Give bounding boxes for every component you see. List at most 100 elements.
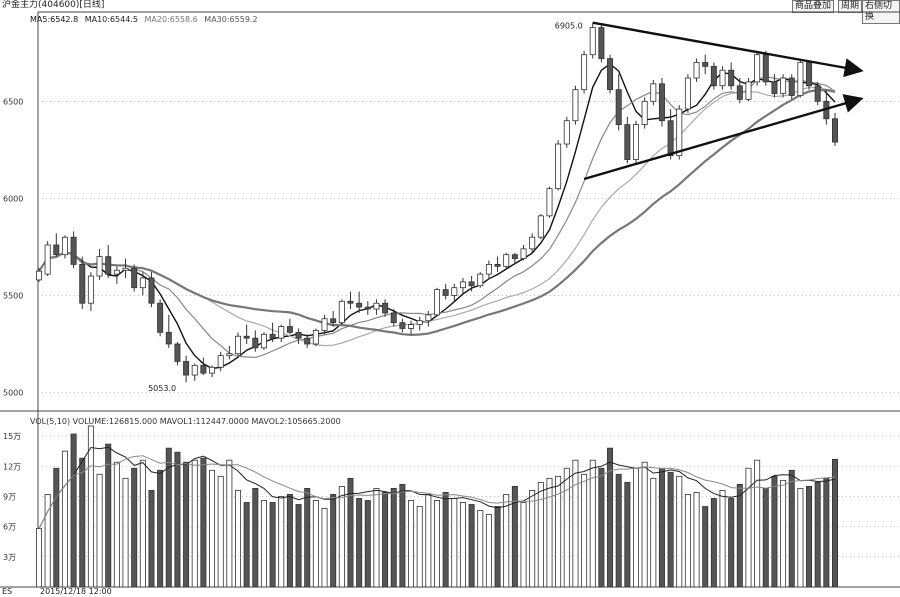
volume-bar (165, 447, 172, 588)
candle-up (537, 215, 544, 238)
volume-bar (667, 471, 674, 588)
candle-down (399, 322, 406, 329)
candle-up (546, 188, 553, 217)
candle-down (615, 89, 622, 126)
volume-bar (408, 500, 415, 588)
volume-bar (823, 477, 830, 588)
volume-bar (200, 457, 207, 588)
candle-down (347, 300, 354, 304)
volume-bar (139, 459, 146, 588)
volume-bar (693, 492, 700, 588)
candle-down (364, 306, 371, 310)
candle-up (434, 289, 440, 316)
footer-date: 2015/12/18 12:00 (40, 587, 112, 596)
price-tick-label: 6000 (3, 194, 23, 203)
candle-up (485, 263, 492, 275)
candle-down (382, 302, 389, 314)
volume-legend: VOL(5,10) VOLUME:126815.000 MAVOL1:11244… (30, 417, 341, 426)
candle-up (503, 254, 510, 267)
candle-up (338, 300, 345, 324)
candle-down (494, 263, 501, 267)
volume-bar (503, 494, 510, 588)
volume-bar (338, 485, 345, 588)
volume-bar (563, 467, 570, 588)
ma-legend: MA5:6542.8 MA10:6544.5 MA20:6558.6 MA30:… (30, 15, 262, 25)
candle-down (624, 124, 631, 160)
candle-down (762, 54, 769, 83)
candle-down (304, 337, 311, 345)
ma5-line (38, 63, 836, 370)
candle-up (693, 62, 700, 79)
candle-up (191, 364, 198, 376)
candle-up (676, 108, 683, 157)
volume-bar (641, 461, 648, 588)
candle-up (719, 69, 726, 87)
volume-bar (174, 451, 181, 588)
candle-up (451, 287, 458, 296)
chart-header: 沪金主力(404600)[日线] 商品叠加 周期 右侧切换 (0, 0, 900, 24)
volume-bar (650, 477, 657, 588)
volume-bar (226, 459, 233, 588)
volume-bar (468, 504, 475, 588)
volume-bar (53, 467, 60, 588)
volume-bar (87, 425, 94, 588)
candle-down (710, 65, 717, 87)
commodity-overlay-button[interactable]: 商品叠加 (792, 0, 835, 13)
volume-bar (217, 475, 224, 588)
volume-bar (771, 475, 778, 588)
candle-down (728, 69, 735, 87)
volume-bar (754, 459, 761, 588)
candle-down (823, 100, 830, 120)
volume-bar (832, 458, 838, 588)
candle-down (79, 263, 86, 304)
candle-up (122, 267, 129, 271)
candle-up (373, 302, 380, 310)
volume-bar (260, 500, 267, 588)
volume-bar (304, 487, 311, 588)
volume-tick-label: 15万 (3, 432, 21, 441)
volume-bar (788, 469, 795, 588)
candle-up (745, 81, 752, 100)
candle-up (572, 89, 579, 122)
volume-bar (814, 481, 821, 588)
candlestick-layer (36, 22, 838, 383)
right-switch-button[interactable]: 右侧切换 (862, 0, 900, 24)
volume-bar (61, 450, 68, 588)
volume-bar (209, 469, 216, 588)
volume-ma-layer (38, 446, 836, 529)
candle-up (44, 244, 51, 275)
candle-down (356, 302, 363, 308)
volume-bar (658, 467, 665, 588)
volume-bar (494, 506, 501, 588)
candle-up (278, 326, 285, 339)
volume-bar (390, 487, 397, 588)
volume-bar (183, 461, 190, 588)
volume-bar (44, 494, 51, 588)
volume-bar (615, 473, 622, 588)
volume-bar (780, 479, 787, 588)
candle-up (633, 124, 639, 160)
ma30-legend: MA30:6559.2 (204, 15, 258, 24)
volume-bar (485, 514, 492, 588)
volume-tick-label: 12万 (3, 462, 21, 471)
volume-bar (702, 506, 709, 588)
upper-trendline (592, 21, 864, 78)
candle-up (425, 314, 432, 322)
price-tick-label: 5500 (3, 291, 23, 300)
high-price-label: 6905.0 (555, 22, 583, 31)
candle-up (563, 120, 570, 145)
volume-bar (520, 502, 527, 588)
candle-up (520, 248, 527, 259)
candle-up (581, 54, 588, 91)
volume-bar (122, 477, 129, 588)
candle-down (105, 256, 112, 275)
volume-bar (148, 489, 155, 588)
volume-bar (581, 473, 588, 588)
period-button[interactable]: 周期 (838, 0, 863, 13)
volume-bar (347, 477, 354, 588)
candle-down (286, 326, 293, 333)
price-axis: 6500 6000 5500 5000 (3, 97, 23, 397)
candle-up (139, 277, 146, 289)
candle-up (209, 366, 216, 374)
